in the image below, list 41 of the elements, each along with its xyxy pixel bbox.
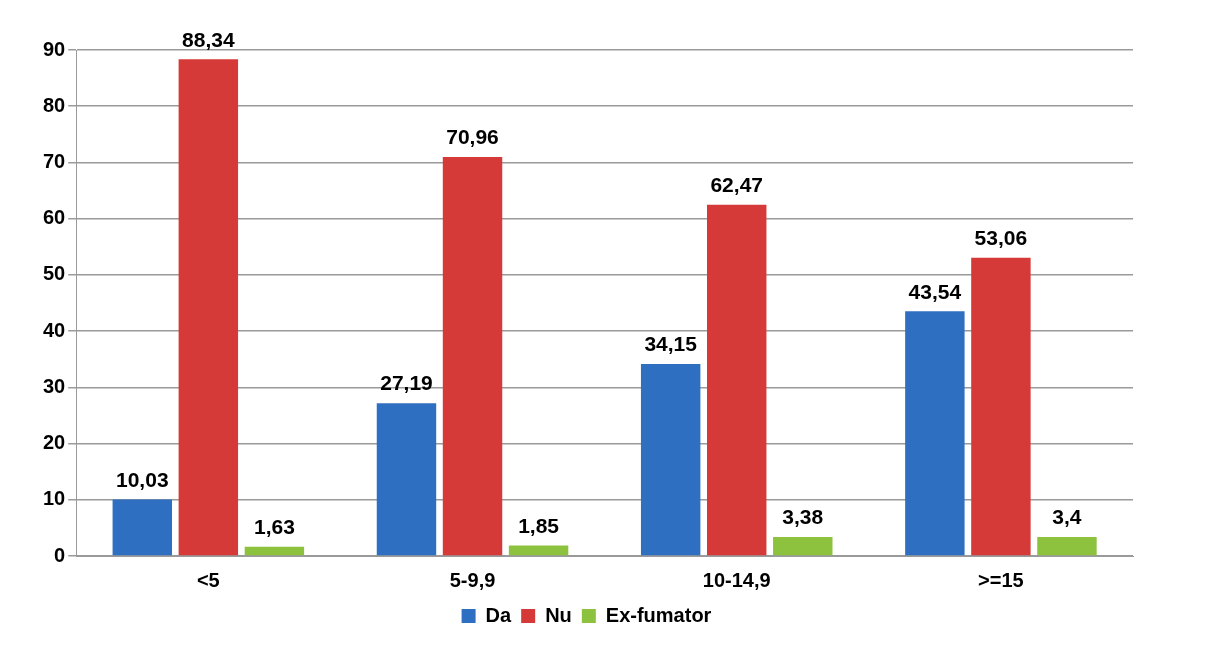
data-label: 34,15 (644, 332, 698, 356)
y-tick-label: 0 (54, 543, 66, 566)
data-label: 3,38 (782, 505, 824, 529)
data-label: 53,06 (974, 225, 1028, 249)
bar (971, 257, 1031, 556)
bar (508, 545, 569, 556)
bar (773, 537, 833, 556)
y-tick-label: 90 (43, 37, 66, 60)
data-label: 27,19 (380, 371, 433, 395)
y-tick-label: 40 (43, 318, 66, 341)
legend-label: Da (485, 603, 513, 626)
data-label: 3,4 (1052, 505, 1082, 529)
y-tick-label: 50 (43, 262, 66, 285)
bar (178, 59, 239, 556)
y-tick-label: 70 (43, 149, 66, 172)
y-tick-label: 80 (43, 93, 66, 116)
x-tick-label: <5 (196, 568, 220, 591)
data-label: 88,34 (182, 27, 235, 51)
data-label: 62,47 (710, 173, 763, 197)
legend-label: Nu (545, 603, 572, 626)
data-label: 1,63 (253, 515, 295, 539)
y-tick-label: 60 (43, 206, 66, 229)
y-tick-label: 20 (43, 431, 66, 454)
bar (905, 311, 965, 556)
y-tick-label: 10 (43, 487, 66, 510)
bar (707, 204, 767, 556)
bar (376, 403, 437, 556)
data-label: 10,03 (116, 467, 169, 491)
data-label: 70,96 (446, 125, 499, 149)
bar (244, 546, 305, 556)
bar (640, 364, 701, 556)
bar (112, 499, 173, 556)
x-tick-label: 5-9,9 (449, 568, 496, 591)
data-label: 43,54 (908, 279, 962, 303)
y-tick-label: 30 (43, 374, 66, 397)
x-tick-label: >=15 (978, 568, 1024, 591)
data-label: 1,85 (518, 513, 560, 537)
bar (1037, 536, 1097, 556)
legend-label: Ex-fumator (605, 603, 712, 626)
x-tick-label: 10-14,9 (702, 568, 771, 591)
bar (442, 157, 503, 556)
